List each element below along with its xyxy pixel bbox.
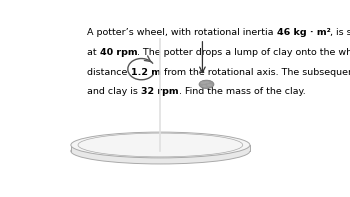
Ellipse shape (205, 81, 210, 83)
Text: 1.2 m: 1.2 m (131, 68, 161, 77)
Text: 32 rpm: 32 rpm (141, 87, 178, 96)
Text: and clay is: and clay is (87, 87, 141, 96)
Text: . The potter drops a lump of clay onto the wheel, where it sticks a: . The potter drops a lump of clay onto t… (138, 48, 350, 57)
Text: at: at (87, 48, 100, 57)
Ellipse shape (207, 84, 212, 86)
Ellipse shape (200, 81, 206, 84)
Text: 40 rpm: 40 rpm (100, 48, 138, 57)
Ellipse shape (199, 80, 214, 88)
Text: . Find the mass of the clay.: . Find the mass of the clay. (178, 87, 306, 96)
Text: , is spinning freely: , is spinning freely (330, 28, 350, 37)
Text: A potter’s wheel, with rotational inertia: A potter’s wheel, with rotational inerti… (87, 28, 276, 37)
Polygon shape (71, 145, 250, 151)
Ellipse shape (202, 85, 206, 87)
Ellipse shape (71, 138, 250, 164)
Ellipse shape (71, 132, 250, 158)
Text: 46 kg · m²: 46 kg · m² (276, 28, 330, 37)
Text: distance: distance (87, 68, 131, 77)
Text: from the rotational axis. The subsequent angular speed of the wheel: from the rotational axis. The subsequent… (161, 68, 350, 77)
